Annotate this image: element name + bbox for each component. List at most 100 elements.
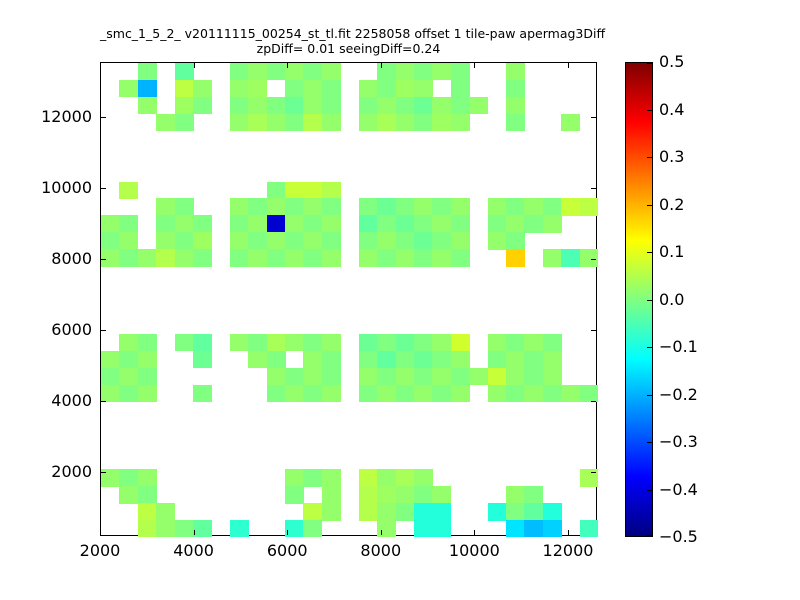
heatmap-cell: [321, 198, 341, 216]
heatmap-cell: [432, 384, 452, 403]
y-tick-mark-right: [591, 330, 596, 332]
heatmap-cell: [303, 79, 323, 98]
heatmap-cell: [229, 520, 249, 538]
heatmap-cell: [193, 384, 212, 403]
heatmap-cell: [321, 367, 341, 386]
heatmap-cell: [377, 333, 397, 352]
heatmap-cell: [193, 350, 212, 369]
y-tick-mark-right: [591, 471, 596, 473]
heatmap-cell: [487, 232, 507, 250]
x-tick-mark: [474, 530, 476, 535]
x-tick-label: 2000: [79, 541, 121, 560]
heatmap-cell: [248, 79, 268, 98]
heatmap-cell: [450, 249, 470, 267]
heatmap-cell: [542, 520, 562, 538]
heatmap-cell: [248, 113, 268, 132]
heatmap-cell: [450, 215, 470, 233]
heatmap-cell: [487, 384, 507, 403]
heatmap-cell: [395, 63, 415, 81]
heatmap-cell: [303, 232, 323, 250]
heatmap-cell: [358, 96, 378, 115]
heatmap-cell: [266, 198, 286, 216]
y-tick-label: 12000: [41, 107, 92, 127]
colorbar-tick-label: −0.4: [659, 479, 698, 499]
heatmap-cell: [432, 503, 452, 521]
heatmap-cell: [395, 350, 415, 369]
heatmap-cell: [101, 469, 120, 487]
heatmap-cell: [505, 96, 525, 115]
heatmap-cell: [469, 367, 489, 386]
heatmap-cell: [137, 63, 157, 81]
heatmap-cell: [487, 215, 507, 233]
y-tick-label: 10000: [41, 178, 92, 198]
heatmap-cell: [524, 198, 544, 216]
y-tick-mark-right: [591, 400, 596, 402]
heatmap-cell: [266, 215, 286, 233]
heatmap-cell: [303, 249, 323, 267]
heatmap-cell: [101, 215, 120, 233]
heatmap-cell: [303, 367, 323, 386]
heatmap-cell: [321, 215, 341, 233]
heatmap-cell: [193, 96, 212, 115]
heatmap-cell: [413, 469, 433, 487]
x-tick-mark: [193, 530, 195, 535]
x-tick-mark: [567, 530, 569, 535]
heatmap-cell: [229, 198, 249, 216]
heatmap-cell: [321, 249, 341, 267]
heatmap-cell: [303, 333, 323, 352]
heatmap-cell: [413, 333, 433, 352]
heatmap-cell: [377, 520, 397, 538]
heatmap-cell: [432, 249, 452, 267]
heatmap-cell: [119, 486, 139, 504]
heatmap-cell: [156, 232, 176, 250]
heatmap-cell: [395, 249, 415, 267]
heatmap-cell: [101, 384, 120, 403]
heatmap-cell: [377, 249, 397, 267]
heatmap-cell: [413, 215, 433, 233]
y-tick-mark-right: [591, 188, 596, 190]
heatmap-cell: [358, 503, 378, 521]
heatmap-cell: [229, 249, 249, 267]
heatmap-cell: [303, 520, 323, 538]
colorbar-tick-label: 0.2: [659, 194, 685, 214]
heatmap-cell: [266, 333, 286, 352]
heatmap-cell: [101, 249, 120, 267]
heatmap-cell: [524, 367, 544, 386]
heatmap-cell: [505, 249, 525, 267]
heatmap-cell: [266, 249, 286, 267]
heatmap-cell: [505, 333, 525, 352]
heatmap-cell: [174, 215, 194, 233]
heatmap-cell: [248, 63, 268, 81]
heatmap-cell: [156, 113, 176, 132]
heatmap-cell: [432, 333, 452, 352]
heatmap-cell: [432, 486, 452, 504]
heatmap-cell: [266, 367, 286, 386]
heatmap-cell: [266, 350, 286, 369]
x-tick-label: 6000: [266, 541, 308, 560]
heatmap-cell: [561, 249, 581, 267]
heatmap-cell: [450, 198, 470, 216]
heatmap-cell: [450, 367, 470, 386]
heatmap-cell: [377, 503, 397, 521]
heatmap-cell: [285, 63, 304, 81]
heatmap-cell: [303, 63, 323, 81]
y-tick-label: 6000: [51, 320, 92, 340]
heatmap-cell: [524, 333, 544, 352]
heatmap-cell: [193, 333, 212, 352]
heatmap-cell: [229, 333, 249, 352]
heatmap-cell: [579, 249, 599, 267]
y-tick-mark-right: [591, 117, 596, 119]
heatmap-cell: [358, 113, 378, 132]
heatmap-cell: [413, 232, 433, 250]
heatmap-cell: [174, 79, 194, 98]
heatmap-cell: [285, 486, 304, 504]
heatmap-cell: [266, 113, 286, 132]
heatmap-cell: [542, 198, 562, 216]
colorbar-tick-mark: [647, 299, 652, 301]
heatmap-cell: [156, 503, 176, 521]
x-tick-mark-top: [100, 63, 101, 68]
heatmap-cell: [266, 96, 286, 115]
heatmap-cell: [542, 367, 562, 386]
colorbar-tick-mark: [647, 157, 652, 158]
heatmap-cell: [395, 503, 415, 521]
